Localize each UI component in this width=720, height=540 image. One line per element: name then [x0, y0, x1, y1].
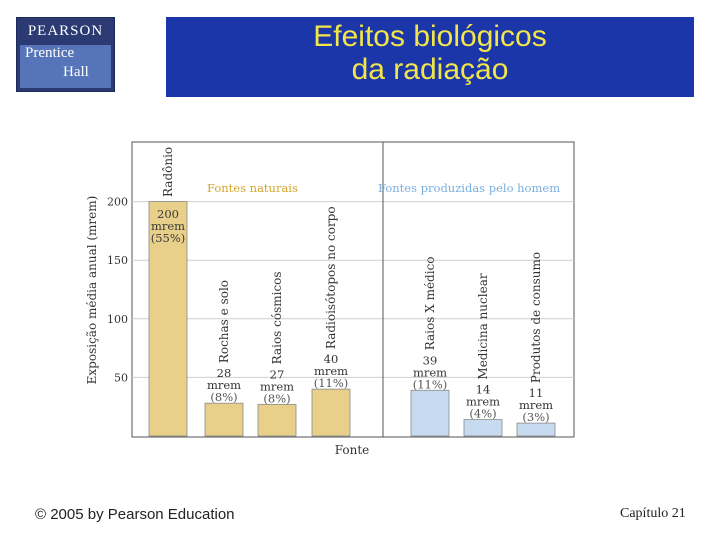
bar-3	[257, 403, 297, 437]
bar-6	[463, 419, 503, 437]
category-label-5: Raios X médico	[423, 256, 437, 350]
bar-7-label-2: mrem	[519, 398, 553, 412]
logo-brand: PEARSON	[17, 18, 114, 44]
category-label-4: Radioisótopos no corpo	[324, 206, 338, 349]
legend-natural: Fontes naturais	[207, 181, 298, 195]
category-label-2: Rochas e solo	[217, 280, 231, 363]
pearson-logo: PEARSON Prentice Hall	[16, 17, 115, 92]
category-label-7: Produtos de consumo	[529, 252, 543, 383]
bar-3-label-3: (8%)	[263, 391, 290, 405]
y-tick-label-200: 200	[107, 196, 128, 209]
chapter-label: Capítulo 21	[620, 506, 686, 521]
category-label-3: Raios cósmicos	[270, 271, 284, 364]
title-banner	[166, 17, 694, 97]
bar-5-label-2: mrem	[413, 365, 447, 379]
bar-7-label-1: 11	[529, 386, 544, 400]
bar-5-label-1: 39	[423, 353, 438, 367]
x-axis-title: Fonte	[335, 443, 370, 457]
y-tick-label-100: 100	[107, 313, 128, 326]
bar-4-label-3: (11%)	[314, 376, 349, 390]
bar-3-label-1: 27	[270, 367, 285, 381]
y-axis-title: Exposição média anual (mrem)	[85, 196, 99, 385]
bar-1-label-3: (55%)	[151, 231, 186, 245]
bar-5	[410, 389, 450, 437]
legend-man-made: Fontes produzidas pelo homem	[378, 181, 560, 195]
copyright-text: © 2005 by Pearson Education	[35, 506, 235, 523]
bar-1-label-2: mrem	[151, 219, 185, 233]
logo-line-prentice: Prentice	[25, 45, 75, 61]
y-tick-label-50: 50	[114, 371, 128, 384]
category-label-6: Medicina nuclear	[476, 273, 490, 379]
bar-7-label-3: (3%)	[522, 410, 549, 424]
bar-2-label-2: mrem	[207, 378, 241, 392]
bar-6-label-1: 14	[476, 383, 491, 397]
bar-1	[148, 201, 188, 437]
bar-2	[204, 402, 244, 437]
bar-2-label-3: (8%)	[210, 390, 237, 404]
y-tick-label-150: 150	[107, 254, 128, 267]
bar-2-label-1: 28	[217, 366, 232, 380]
logo-line-hall: Hall	[63, 64, 89, 80]
bar-6-label-2: mrem	[466, 395, 500, 409]
bar-6-label-3: (4%)	[469, 407, 496, 421]
bar-4-label-1: 40	[324, 352, 339, 366]
logo-panel	[20, 45, 111, 88]
bar-4-label-2: mrem	[314, 364, 348, 378]
bar-4	[311, 388, 351, 437]
plot-frame	[131, 141, 575, 438]
bar-1-label-1: 200	[157, 207, 179, 221]
category-label-1: Radônio	[161, 147, 175, 197]
bar-7	[516, 422, 556, 437]
bar-3-label-2: mrem	[260, 379, 294, 393]
slide-title: Efeitos biológicos da radiação	[166, 20, 694, 86]
slide-title-line-1: Efeitos biológicos	[313, 20, 547, 53]
slide-title-line-2: da radiação	[351, 53, 509, 86]
bar-5-label-3: (11%)	[413, 377, 448, 391]
